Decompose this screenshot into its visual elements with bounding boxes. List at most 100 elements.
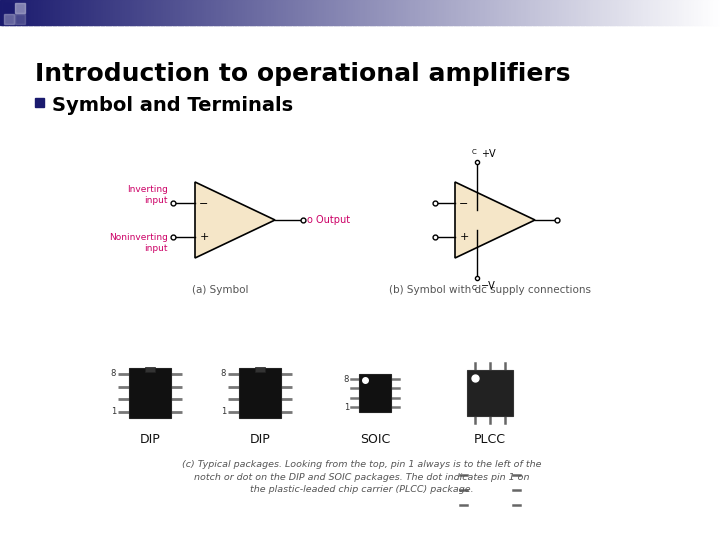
Bar xyxy=(394,0,397,25)
Bar xyxy=(634,0,637,25)
Bar xyxy=(113,0,116,25)
Bar xyxy=(585,0,589,25)
Bar xyxy=(552,0,555,25)
Bar xyxy=(696,0,699,25)
Bar xyxy=(475,0,479,25)
Bar xyxy=(185,0,188,25)
Bar xyxy=(413,0,416,25)
Bar xyxy=(300,0,303,25)
Bar xyxy=(106,0,109,25)
Bar xyxy=(535,0,539,25)
Bar xyxy=(408,0,411,25)
Bar xyxy=(84,0,87,25)
Bar xyxy=(374,0,378,25)
Bar xyxy=(701,0,704,25)
Bar xyxy=(283,0,287,25)
Bar xyxy=(686,0,690,25)
Bar xyxy=(621,0,625,25)
Bar xyxy=(713,0,716,25)
Bar xyxy=(161,0,164,25)
Bar xyxy=(574,0,577,25)
Bar xyxy=(60,0,63,25)
Bar xyxy=(252,0,256,25)
Bar xyxy=(617,0,620,25)
Bar xyxy=(38,0,42,25)
Bar xyxy=(636,0,639,25)
Bar xyxy=(509,0,512,25)
Text: +V: +V xyxy=(482,149,496,159)
Bar xyxy=(310,0,313,25)
Bar xyxy=(624,0,627,25)
Bar xyxy=(346,0,349,25)
Bar xyxy=(557,0,560,25)
Bar xyxy=(86,0,90,25)
Bar xyxy=(125,0,128,25)
Bar xyxy=(497,0,500,25)
Bar xyxy=(74,0,78,25)
Bar xyxy=(41,0,44,25)
Bar xyxy=(168,0,171,25)
Bar xyxy=(50,0,54,25)
Bar xyxy=(156,0,159,25)
Bar xyxy=(96,0,99,25)
Bar xyxy=(315,0,318,25)
Bar xyxy=(468,0,472,25)
Bar xyxy=(482,0,486,25)
Bar xyxy=(384,0,387,25)
Bar xyxy=(70,0,73,25)
Bar xyxy=(467,370,513,416)
Bar xyxy=(401,0,404,25)
Bar xyxy=(396,0,400,25)
Bar xyxy=(305,0,308,25)
Bar xyxy=(662,0,666,25)
Bar xyxy=(689,0,692,25)
Bar xyxy=(511,0,515,25)
Bar xyxy=(14,0,18,25)
Bar xyxy=(526,0,529,25)
Bar xyxy=(230,0,234,25)
Bar xyxy=(235,0,238,25)
Text: Symbol and Terminals: Symbol and Terminals xyxy=(52,96,293,115)
Bar xyxy=(24,0,27,25)
Bar xyxy=(48,0,51,25)
Bar xyxy=(122,0,126,25)
Bar xyxy=(521,0,524,25)
Bar xyxy=(670,0,673,25)
Bar xyxy=(63,0,66,25)
Bar xyxy=(567,0,570,25)
Bar xyxy=(418,0,421,25)
Bar xyxy=(398,0,402,25)
Bar xyxy=(715,0,719,25)
Bar xyxy=(250,0,253,25)
Bar xyxy=(257,0,260,25)
Text: Inverting
input: Inverting input xyxy=(127,185,168,205)
Text: o Output: o Output xyxy=(307,215,350,225)
Bar xyxy=(415,0,418,25)
Bar xyxy=(65,0,68,25)
Bar xyxy=(178,0,181,25)
Bar xyxy=(297,0,301,25)
Bar xyxy=(691,0,695,25)
Bar xyxy=(322,0,325,25)
Text: 1: 1 xyxy=(343,402,349,411)
Bar xyxy=(581,0,584,25)
Bar xyxy=(387,0,390,25)
Bar xyxy=(439,0,443,25)
Bar xyxy=(672,0,675,25)
Bar xyxy=(153,0,157,25)
Bar xyxy=(163,0,166,25)
Bar xyxy=(130,0,133,25)
Bar xyxy=(15,3,25,13)
Bar xyxy=(569,0,572,25)
Bar xyxy=(538,0,541,25)
Bar xyxy=(171,0,174,25)
Bar xyxy=(403,0,407,25)
Bar xyxy=(175,0,179,25)
Bar xyxy=(255,367,265,372)
Bar xyxy=(480,0,483,25)
Text: C: C xyxy=(472,149,477,155)
Bar xyxy=(158,0,162,25)
Bar xyxy=(0,0,4,25)
Bar xyxy=(295,0,299,25)
Bar xyxy=(58,0,61,25)
